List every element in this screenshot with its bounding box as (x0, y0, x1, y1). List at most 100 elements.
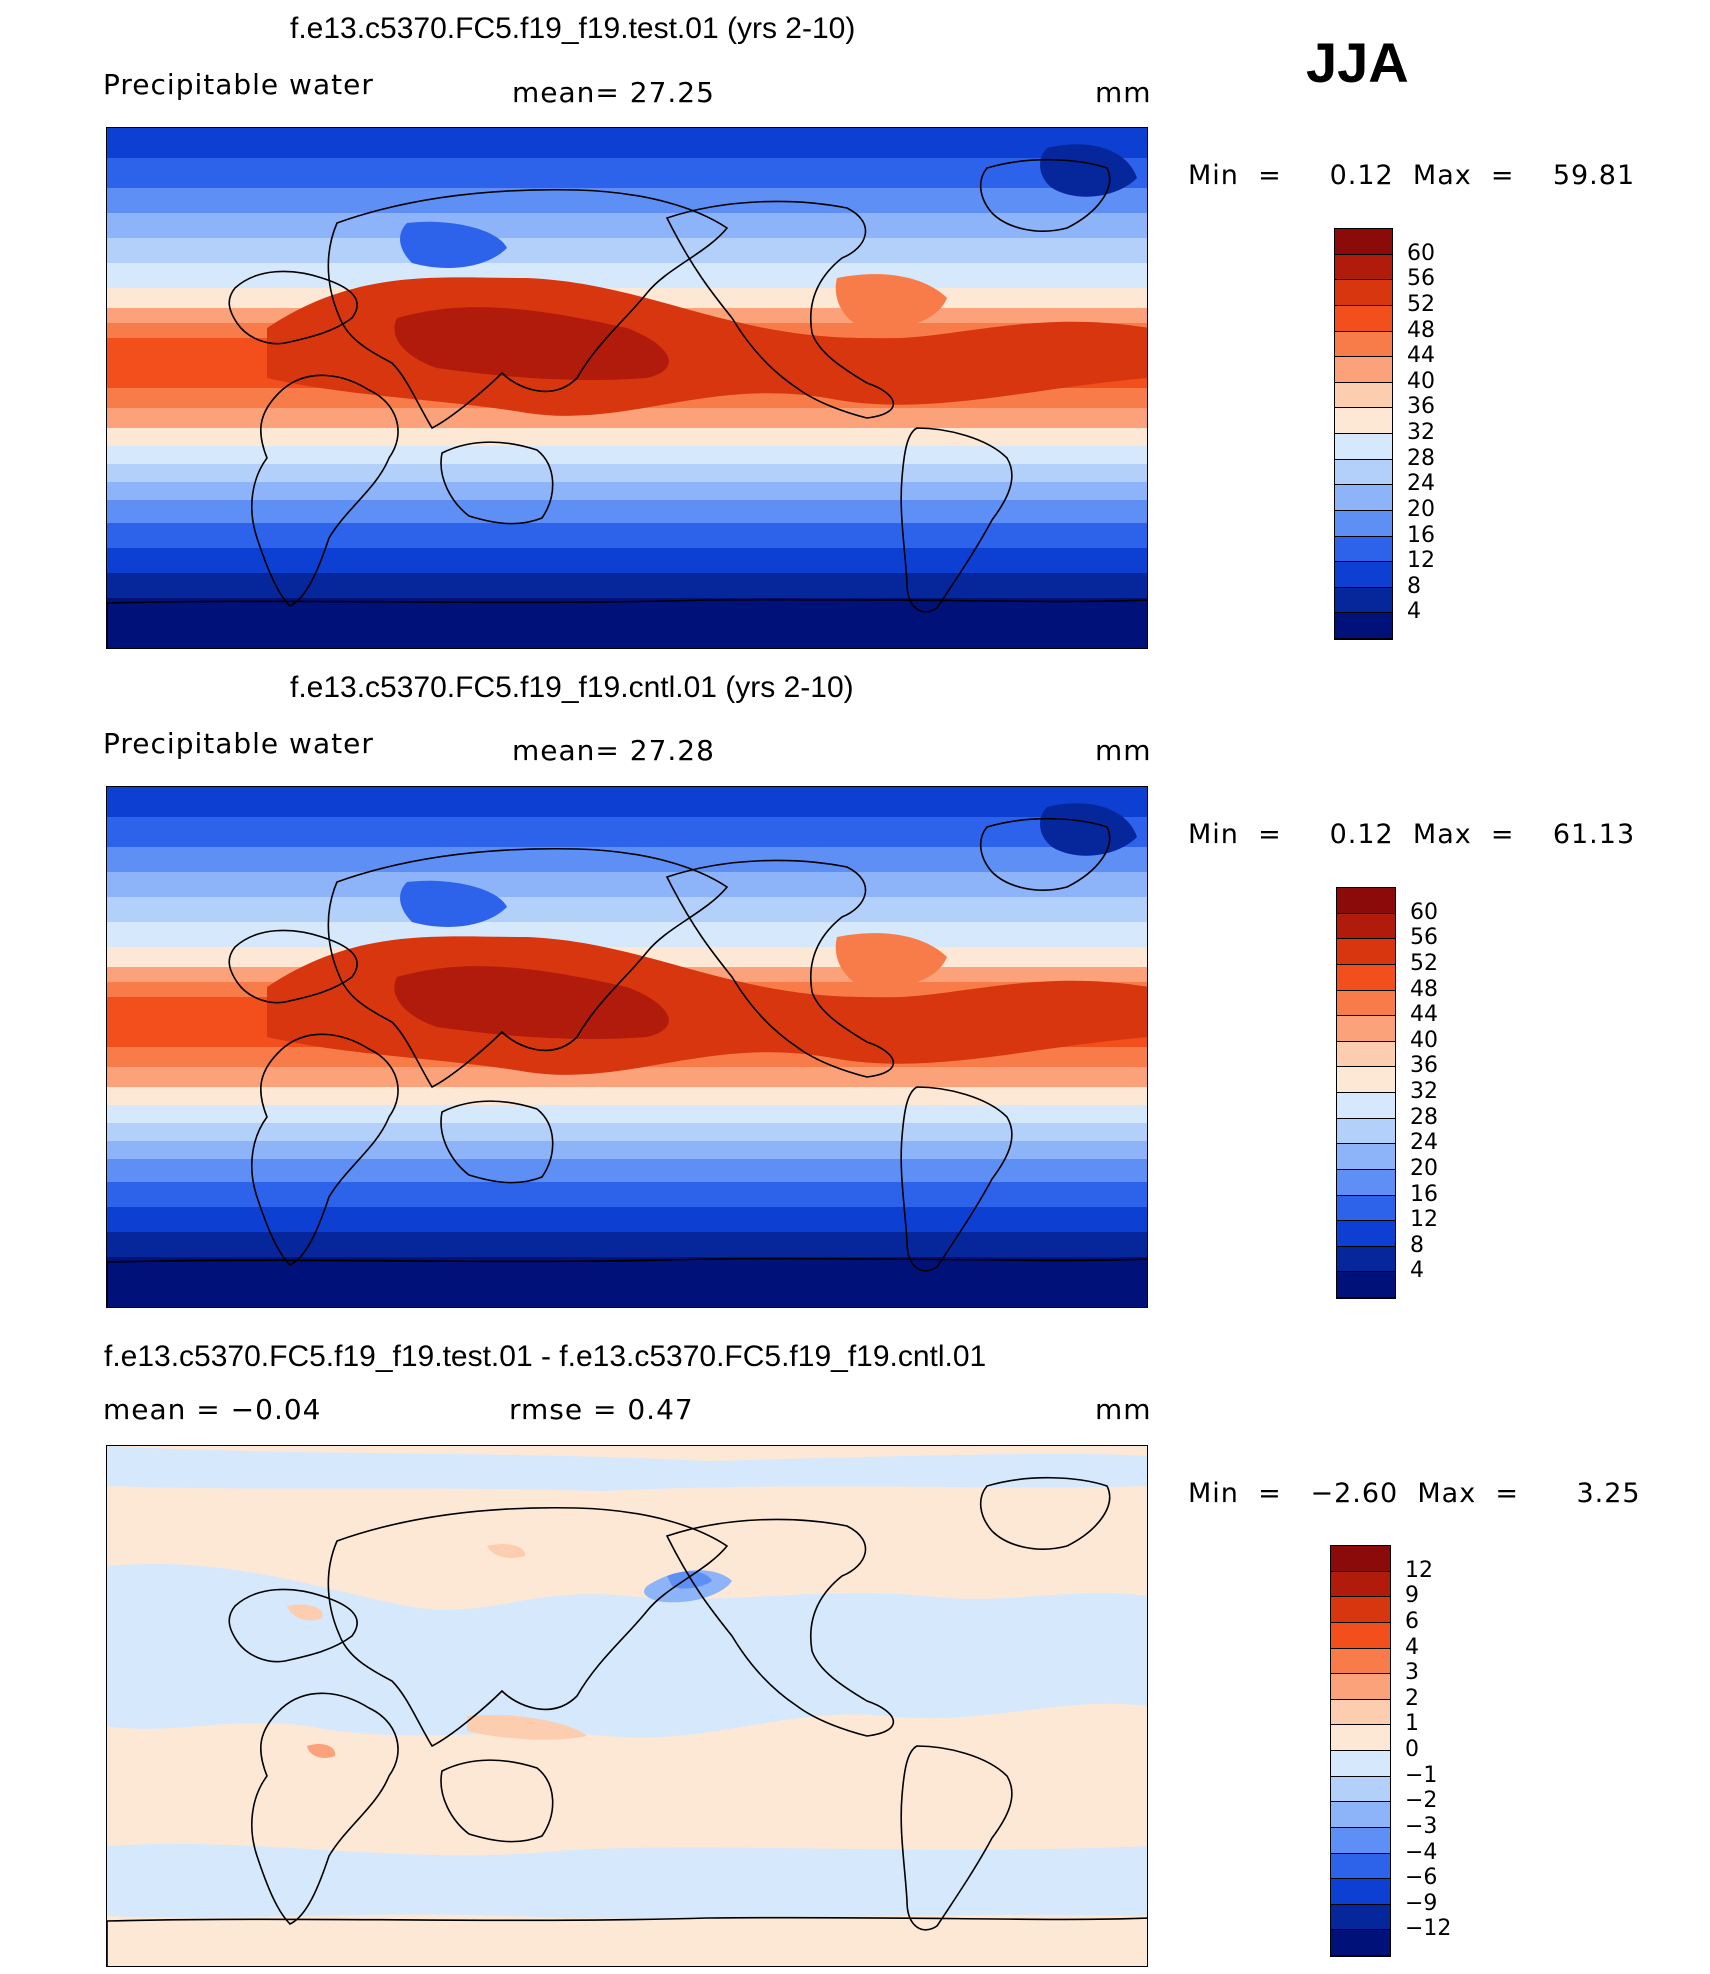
colorbar-swatch (1335, 382, 1392, 409)
colorbar-swatch (1335, 229, 1392, 255)
contour-band (107, 897, 1147, 923)
colorbar-swatch (1337, 913, 1395, 940)
colorbar-swatch (1331, 1674, 1390, 1700)
coastline (900, 1086, 1013, 1272)
coastline (327, 1506, 729, 1748)
min-max-label: Min = 0.12 Max = 59.81 (1188, 160, 1636, 191)
colorbar-swatch (1331, 1904, 1390, 1931)
colorbar-swatch (1337, 1016, 1395, 1042)
colorbar-tick-label: 0 (1405, 1737, 1419, 1762)
colorbar-swatch (1335, 408, 1392, 434)
contour-band (107, 1207, 1147, 1233)
colorbar-tick-label: −12 (1405, 1916, 1452, 1942)
contour-band (107, 1105, 1147, 1124)
colorbar-swatch (1331, 1930, 1390, 1956)
colorbar-tick-label: −3 (1405, 1813, 1438, 1839)
contour-band (107, 1123, 1147, 1142)
colorbar-swatch (1335, 331, 1392, 358)
colorbar-swatch (1337, 964, 1395, 991)
variable-label: Precipitable water (103, 68, 374, 101)
min-max-label: Min = 0.12 Max = 61.13 (1188, 819, 1636, 850)
colorbar-swatch (1331, 1725, 1390, 1751)
colorbar-swatch (1337, 1221, 1395, 1247)
contour-region (107, 1446, 1147, 1491)
contour-band (107, 598, 1147, 648)
coastline (900, 427, 1013, 613)
coastline (327, 847, 729, 1089)
difference-map (106, 1445, 1148, 1967)
colorbar-tick-label: 12 (1405, 1557, 1433, 1583)
colorbar-tick-label: 8 (1407, 573, 1421, 599)
colorbar-tick-label: 9 (1405, 1583, 1419, 1609)
contour-band (107, 482, 1147, 501)
contour-band (107, 128, 1147, 159)
colorbar (1334, 228, 1393, 640)
contour-band (107, 238, 1147, 264)
colorbar-swatch (1337, 1144, 1395, 1170)
contour-band (107, 573, 1147, 599)
coastline (440, 1759, 554, 1843)
colorbar-tick-label: −4 (1405, 1839, 1438, 1865)
colorbar-swatch (1331, 1571, 1390, 1598)
precipitable-water-map (106, 127, 1148, 649)
coastline (107, 1916, 1147, 1966)
contour-region (287, 1604, 323, 1621)
coastline (251, 374, 399, 607)
contour-band (107, 1232, 1147, 1258)
coastline (327, 188, 729, 430)
contour-band (107, 817, 1147, 848)
colorbar-swatch (1337, 1195, 1395, 1222)
contour-region (1040, 803, 1137, 856)
contour-region (835, 933, 947, 989)
colorbar-swatch (1337, 1246, 1395, 1273)
coastline (440, 1100, 554, 1184)
colorbar-tick-label: −2 (1405, 1788, 1438, 1814)
colorbar-swatch (1335, 587, 1392, 614)
coastline (665, 859, 895, 1078)
contour-region (400, 221, 507, 268)
contour-band (107, 847, 1147, 873)
colorbar-swatch (1335, 280, 1392, 306)
colorbar-tick-label: 16 (1407, 522, 1435, 548)
colorbar-swatch (1335, 485, 1392, 511)
coastline (665, 1518, 895, 1737)
colorbar-swatch (1337, 1041, 1395, 1068)
colorbar-tick-label: 40 (1410, 1027, 1438, 1053)
panel-title: f.e13.c5370.FC5.f19_f19.test.01 (yrs 2-1… (290, 12, 856, 45)
colorbar-tick-label: 24 (1410, 1130, 1438, 1156)
contour-band (107, 1182, 1147, 1208)
colorbar (1330, 1545, 1391, 1957)
colorbar-tick-label: 48 (1407, 317, 1435, 343)
colorbar-swatch (1331, 1597, 1390, 1623)
contour-band (107, 500, 1147, 524)
colorbar-tick-label: 4 (1405, 1634, 1419, 1660)
colorbar-tick-label: 8 (1410, 1232, 1424, 1258)
contour-band (107, 548, 1147, 574)
contour-band (107, 213, 1147, 239)
colorbar-tick-label: 56 (1407, 266, 1435, 292)
mean-label: mean = −0.04 (103, 1393, 322, 1426)
contour-band (107, 188, 1147, 214)
coastline (900, 1745, 1013, 1931)
coastline (251, 1033, 399, 1266)
colorbar-swatch (1331, 1776, 1390, 1803)
colorbar-tick-label: 12 (1410, 1207, 1438, 1233)
colorbar-tick-label: 32 (1410, 1079, 1438, 1104)
colorbar-swatch (1331, 1699, 1390, 1726)
rmse-label: rmse = 0.47 (509, 1393, 694, 1426)
colorbar-tick-label: 2 (1405, 1685, 1419, 1711)
colorbar-swatch (1331, 1802, 1390, 1828)
colorbar-tick-label: 12 (1407, 548, 1435, 574)
colorbar-tick-label: 36 (1407, 394, 1435, 420)
units-label: mm (1095, 76, 1152, 109)
colorbar-swatch (1335, 459, 1392, 486)
coastline (979, 817, 1111, 891)
colorbar-swatch (1337, 1067, 1395, 1093)
contour-region (107, 1843, 1147, 1919)
coastlines (107, 158, 1147, 648)
contour-band (107, 158, 1147, 189)
colorbar-tick-label: −9 (1405, 1890, 1438, 1916)
colorbar-swatch (1335, 613, 1392, 639)
colorbar-tick-label: 3 (1405, 1660, 1419, 1686)
colorbar-tick-label: 4 (1407, 599, 1421, 625)
